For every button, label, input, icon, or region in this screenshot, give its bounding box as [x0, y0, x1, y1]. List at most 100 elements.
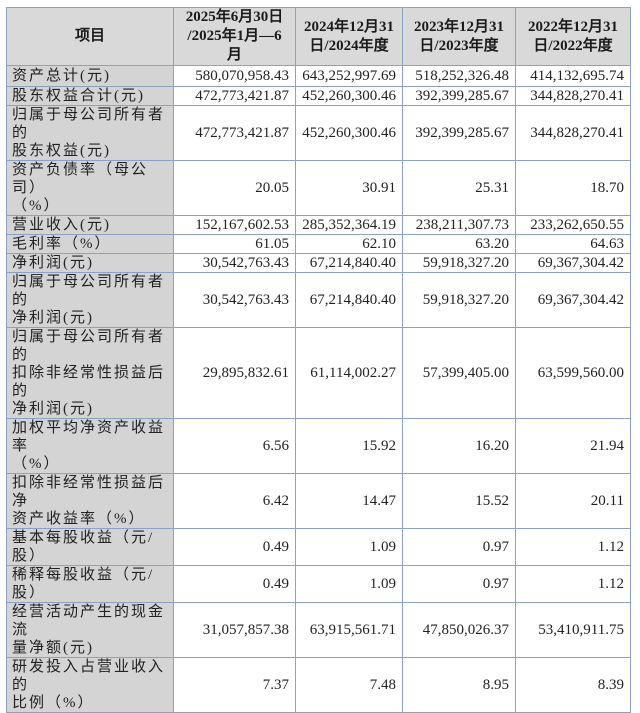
table-row: 加权平均净资产收益率 （%） 6.56 15.92 16.20 21.94	[6, 418, 631, 474]
value-cell: 344,828,270.41	[515, 86, 631, 106]
row-label: 稀释每股收益（元/股）	[6, 565, 174, 603]
value-cell: 69,367,304.42	[515, 272, 631, 328]
table-row: 资产负债率（母公司） （%） 20.05 30.91 25.31 18.70	[6, 160, 631, 216]
row-label: 股东权益合计(元)	[6, 86, 174, 106]
table-row: 归属于母公司所有者的 净利润(元) 30,542,763.43 67,214,840.…	[6, 272, 631, 328]
value-cell: 8.39	[515, 657, 631, 713]
row-label-text: 毛利率（%）	[12, 236, 112, 252]
header-2022: 2022年12月31 日/2022年度	[515, 7, 631, 66]
row-label-text: 扣除非经常性损益后的	[12, 365, 166, 399]
row-label: 基本每股收益（元/股）	[6, 528, 174, 566]
value-cell: 152,167,602.53	[173, 215, 296, 235]
row-label-text: 资产负债率（母公司）	[12, 162, 149, 196]
value-cell: 61,114,002.27	[295, 327, 403, 419]
value-cell: 344,828,270.41	[515, 105, 631, 161]
value-cell: 472,773,421.87	[173, 86, 296, 106]
value-cell: 30.91	[295, 160, 403, 216]
row-label: 经营活动产生的现金流 量净额(元)	[6, 602, 174, 658]
value-cell: 392,399,285.67	[402, 86, 516, 106]
value-cell: 0.97	[402, 565, 516, 603]
header-row: 项目 2025年6月30日/2025年1月—6月 2024年12月31 日/202…	[6, 7, 631, 66]
row-label-text: 资产收益率（%）	[12, 511, 146, 527]
header-text: 2025年6月30日	[185, 9, 284, 25]
row-label: 研发投入占营业收入的 比例（%）	[6, 657, 174, 713]
table-row: 研发投入占营业收入的 比例（%） 7.37 7.48 8.95 8.39	[6, 657, 631, 713]
value-cell: 59,918,327.20	[402, 253, 516, 273]
value-cell: 643,252,997.69	[295, 65, 403, 87]
table-row: 毛利率（%） 61.05 62.10 63.20 64.63	[6, 234, 631, 254]
value-cell: 414,132,695.74	[515, 65, 631, 87]
header-text: 2024年12月31	[303, 18, 394, 35]
value-cell: 233,262,650.55	[515, 215, 631, 235]
value-cell: 63,915,561.71	[295, 602, 403, 658]
row-label-text: 归属于母公司所有者的	[12, 107, 166, 141]
value-cell: 53,410,911.75	[515, 602, 631, 658]
value-cell: 16.20	[402, 418, 516, 474]
value-cell: 452,260,300.46	[295, 105, 403, 161]
row-label-text: 稀释每股收益（元/股）	[12, 567, 155, 601]
value-cell: 67,214,840.40	[295, 253, 403, 273]
table-row: 扣除非经常性损益后净 资产收益率（%） 6.42 14.47 15.52 20.11	[6, 473, 631, 529]
value-cell: 62.10	[295, 234, 403, 254]
value-cell: 1.12	[515, 565, 631, 603]
table-row: 资产总计(元) 580,070,958.43 643,252,997.69 518,2…	[6, 65, 631, 87]
value-cell: 7.48	[295, 657, 403, 713]
row-label-text: （%）	[12, 198, 61, 214]
value-cell: 1.09	[295, 528, 403, 566]
header-text: 项目	[74, 28, 105, 44]
value-cell: 0.97	[402, 528, 516, 566]
value-cell: 64.63	[515, 234, 631, 254]
row-label: 资产负债率（母公司） （%）	[6, 160, 174, 216]
value-cell: 6.56	[173, 418, 296, 474]
row-label: 归属于母公司所有者的净利润(元)	[6, 272, 174, 328]
value-cell: 238,211,307.73	[402, 215, 516, 235]
row-label: 资产总计(元)	[6, 65, 174, 87]
value-cell: 61.05	[173, 234, 296, 254]
row-label: 营业收入(元)	[6, 215, 174, 235]
table-row: 净利润(元) 30,542,763.43 67,214,840.40 59,918,3…	[6, 253, 631, 273]
value-cell: 47,850,026.37	[402, 602, 516, 658]
table-row: 经营活动产生的现金流 量净额(元) 31,057,857.38 63,915,561.…	[6, 602, 631, 658]
value-cell: 1.09	[295, 565, 403, 603]
table-row: 归属于母公司所有者的 股东权益(元) 472,773,421.87 452,260,3…	[6, 105, 631, 161]
value-cell: 21.94	[515, 418, 631, 474]
value-cell: 6.42	[173, 473, 296, 529]
financial-summary-table: 项目 2025年6月30日/2025年1月—6月 2024年12月31 日/202…	[6, 7, 631, 713]
row-label-text: 资产总计(元)	[12, 68, 111, 84]
value-cell: 20.05	[173, 160, 296, 216]
value-cell: 15.52	[402, 473, 516, 529]
value-cell: 63.20	[402, 234, 516, 254]
value-cell: 392,399,285.67	[402, 105, 516, 161]
value-cell: 31,057,857.38	[173, 602, 296, 658]
row-label: 净利润(元)	[6, 253, 174, 273]
row-label: 归属于母公司所有者的 股东权益(元)	[6, 105, 174, 161]
value-cell: 1.12	[515, 528, 631, 566]
header-2025h1: 2025年6月30日/2025年1月—6月	[173, 7, 296, 66]
value-cell: 30,542,763.43	[173, 272, 296, 328]
value-cell: 20.11	[515, 473, 631, 529]
value-cell: 0.49	[173, 565, 296, 603]
value-cell: 14.47	[295, 473, 403, 529]
value-cell: 25.31	[402, 160, 516, 216]
row-label-text: 净利润(元)	[12, 255, 94, 271]
value-cell: 15.92	[295, 418, 403, 474]
row-label-text: 归属于母公司所有者的	[12, 329, 166, 363]
row-label-text: 加权平均净资产收益率	[12, 420, 166, 454]
row-label-text: 归属于母公司所有者的	[12, 274, 166, 308]
row-label-text: （%）	[12, 456, 61, 472]
value-cell: 285,352,364.19	[295, 215, 403, 235]
header-2024: 2024年12月31 日/2024年度	[295, 7, 403, 66]
row-label-text: 净利润(元)	[12, 310, 94, 326]
header-text: 日/2024年度	[309, 37, 389, 54]
header-text: 2023年12月31	[413, 18, 504, 35]
value-cell: 8.95	[402, 657, 516, 713]
value-cell: 0.49	[173, 528, 296, 566]
row-label-text: 研发投入占营业收入的	[12, 659, 166, 693]
row-label-text: 量净额(元)	[12, 640, 94, 656]
value-cell: 7.37	[173, 657, 296, 713]
value-cell: 472,773,421.87	[173, 105, 296, 161]
value-cell: 518,252,326.48	[402, 65, 516, 87]
header-2023: 2023年12月31 日/2023年度	[402, 7, 516, 66]
row-label: 加权平均净资产收益率 （%）	[6, 418, 174, 474]
value-cell: 59,918,327.20	[402, 272, 516, 328]
